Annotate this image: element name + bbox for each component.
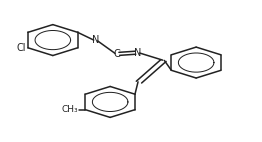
Text: N: N — [134, 48, 141, 58]
Text: C: C — [113, 49, 120, 59]
Text: CH₃: CH₃ — [61, 105, 78, 114]
Text: Cl: Cl — [17, 43, 26, 53]
Text: N: N — [92, 35, 100, 45]
